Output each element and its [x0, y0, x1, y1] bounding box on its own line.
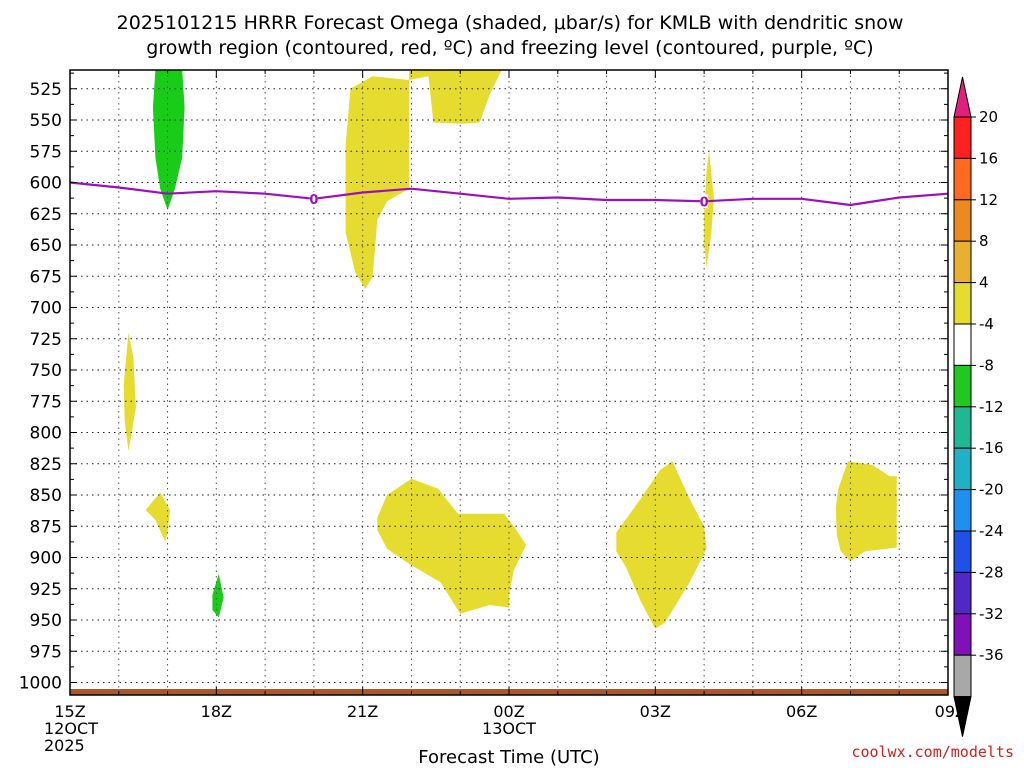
colorbar-segment	[953, 530, 972, 573]
y-axis-ticks: 525 550 575 600 625 650 675 700 725 750 775 800 825 8…	[19, 72, 948, 694]
colorbar: 20 16 12 8 4 -4 -8 -12 -16 -20 -24 -28 -32 -36	[953, 76, 1004, 737]
omega-region-5	[345, 76, 409, 289]
omega-shaded-regions	[123, 70, 897, 629]
y-tick-label: 575	[30, 142, 62, 162]
y-tick-label: 600	[30, 174, 62, 194]
colorbar-segment	[953, 157, 972, 201]
x-tick-label: 15Z	[54, 702, 85, 721]
colorbar-label: -32	[979, 605, 1004, 623]
colorbar-segment	[953, 364, 972, 408]
x-tick-label: 12OCT	[44, 719, 98, 738]
freezing-label-bg	[309, 191, 318, 206]
y-tick-label: 900	[30, 549, 62, 569]
omega-region-1	[152, 70, 185, 210]
omega-region-4	[145, 492, 170, 542]
y-tick-label: 1000	[19, 674, 62, 694]
y-tick-label: 800	[30, 424, 62, 444]
y-tick-label: 550	[30, 111, 62, 131]
colorbar-segment	[953, 240, 972, 284]
y-tick-label: 725	[30, 330, 62, 350]
freezing-level-label: 0	[309, 193, 318, 208]
colorbar-label: -8	[979, 356, 994, 374]
chart-title-line-2: growth region (contoured, red, ºC) and f…	[146, 37, 873, 59]
freezing-level-label: 0	[700, 195, 709, 210]
y-tick-label: 625	[30, 205, 62, 225]
colorbar-bottom-arrow	[953, 696, 972, 737]
y-tick-label: 825	[30, 455, 62, 475]
x-tick-label: 06Z	[786, 702, 817, 721]
omega-region-6	[409, 70, 502, 124]
omega-region-3	[123, 332, 136, 452]
y-tick-label: 875	[30, 517, 62, 537]
x-tick-label: 18Z	[201, 702, 232, 721]
colorbar-top-arrow	[953, 76, 972, 118]
x-tick-label: 21Z	[347, 702, 378, 721]
colorbar-segment	[953, 199, 972, 242]
y-tick-label: 975	[30, 642, 62, 662]
colorbar-segment	[953, 571, 972, 615]
colorbar-label: -4	[979, 315, 994, 333]
x-tick-label: 13OCT	[482, 719, 536, 738]
x-tick-label: 03Z	[640, 702, 671, 721]
colorbar-label: -28	[979, 563, 1004, 581]
colorbar-segment	[953, 282, 972, 325]
omega-region-7	[377, 478, 527, 614]
colorbar-segment	[953, 406, 972, 449]
omega-region-2	[212, 573, 224, 618]
y-tick-label: 525	[30, 80, 62, 100]
colorbar-label: -12	[979, 398, 1004, 416]
freezing-level-line	[69, 181, 949, 207]
y-tick-label: 775	[30, 392, 62, 412]
colorbar-segment	[953, 447, 972, 491]
x-tick-label: 2025	[44, 736, 85, 755]
y-tick-label: 700	[30, 299, 62, 319]
y-tick-label: 750	[30, 361, 62, 381]
colorbar-label: -36	[979, 646, 1004, 664]
colorbar-label: 20	[979, 108, 998, 126]
freezing-label-bg	[700, 194, 709, 209]
credit-text: coolwx.com/modelts	[851, 743, 1014, 761]
colorbar-label: 12	[979, 191, 998, 209]
omega-region-10	[835, 461, 897, 562]
chart-title-line-1: 2025101215 HRRR Forecast Omega (shaded, …	[117, 12, 904, 34]
colorbar-segment	[953, 323, 972, 366]
y-tick-label: 950	[30, 611, 62, 631]
x-tick-label: 00Z	[493, 702, 524, 721]
grid-lines	[70, 70, 948, 695]
y-tick-label: 675	[30, 267, 62, 287]
colorbar-label: 16	[979, 149, 998, 167]
colorbar-label: -20	[979, 481, 1004, 499]
colorbar-segment	[953, 489, 972, 532]
colorbar-segment	[953, 613, 972, 656]
y-tick-label: 650	[30, 236, 62, 256]
omega-region-9	[704, 151, 714, 268]
colorbar-segment	[953, 654, 972, 698]
colorbar-label: -16	[979, 439, 1004, 457]
omega-region-8	[616, 461, 707, 629]
y-tick-label: 850	[30, 486, 62, 506]
colorbar-label: 4	[979, 274, 989, 292]
x-axis-title: Forecast Time (UTC)	[418, 747, 599, 768]
colorbar-segment	[953, 116, 972, 159]
colorbar-label: 8	[979, 232, 989, 250]
y-tick-label: 925	[30, 580, 62, 600]
colorbar-label: -24	[979, 522, 1004, 540]
